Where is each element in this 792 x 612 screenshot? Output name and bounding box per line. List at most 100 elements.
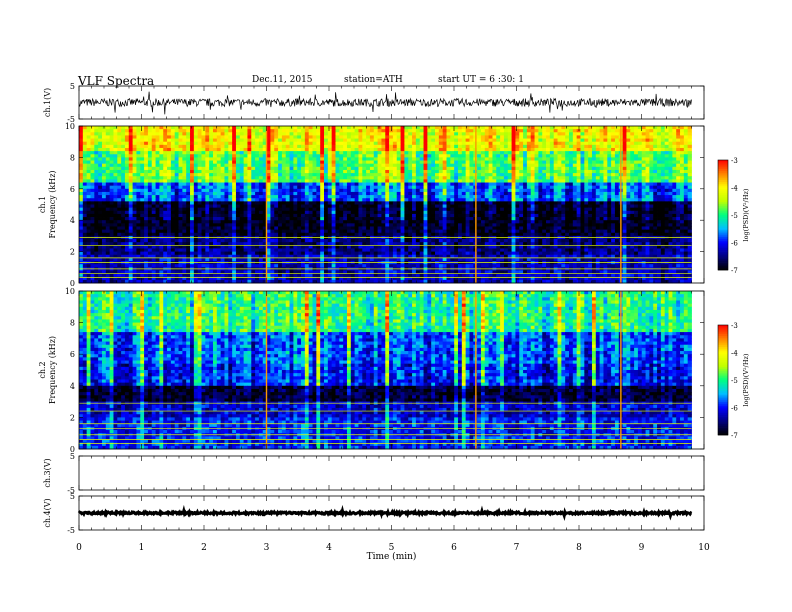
spectrogram-cell: [488, 217, 493, 221]
spectrogram-cell: [649, 151, 654, 155]
spectrogram-cell: [389, 126, 394, 130]
spectrogram-cell: [251, 141, 256, 146]
spectrogram-cell: [105, 147, 111, 152]
spectrogram-cell: [580, 154, 585, 158]
spectrogram-cell: [117, 160, 122, 165]
spectrogram-cell: [331, 126, 336, 130]
spectrogram-cell: [147, 179, 153, 183]
spectrogram-cell: [389, 129, 394, 133]
spectrogram-cell: [155, 179, 160, 183]
spectrogram-cell: [224, 176, 229, 180]
spectrogram-cell: [576, 151, 581, 155]
spectrogram-cell: [289, 210, 294, 215]
spectrogram-cell: [569, 179, 574, 183]
spectrogram-cell: [343, 179, 348, 183]
spectrogram-cell: [354, 166, 359, 171]
spectrogram-cell: [385, 154, 390, 158]
spectrogram-cell: [350, 188, 356, 193]
spectrogram-cell: [362, 126, 367, 130]
spectrogram-cell: [224, 163, 229, 168]
spectrogram-cell: [151, 217, 156, 221]
spectrogram-cell: [660, 163, 666, 168]
spectrogram-cell: [216, 204, 222, 209]
spectrogram-cell: [591, 201, 597, 205]
spectrogram-cell: [274, 201, 279, 205]
spectrogram-cell: [595, 144, 601, 149]
spectrogram-cell: [209, 182, 214, 187]
spectrogram-cell: [488, 182, 493, 187]
spectrogram-cell: [136, 144, 141, 149]
spectrogram-cell: [235, 176, 241, 180]
spectrogram-cell: [190, 204, 195, 209]
spectrogram-cell: [523, 144, 528, 149]
spectrogram-cell: [412, 147, 417, 152]
spectrogram-cell: [270, 129, 275, 133]
spectrogram-cell: [496, 195, 501, 199]
spectrogram-cell: [366, 154, 371, 158]
spectrogram-cell: [457, 201, 463, 205]
spectrogram-cell: [316, 144, 321, 149]
spectrogram-cell: [591, 191, 597, 196]
spectrogram-cell: [408, 160, 413, 165]
spectrogram-cell: [446, 198, 451, 202]
spectrogram-cell: [588, 185, 593, 190]
spectrogram-cell: [503, 173, 509, 177]
spectrogram-cell: [167, 166, 172, 171]
spectrogram-cell: [94, 129, 99, 133]
spectrogram-cell: [170, 138, 176, 143]
spectrogram-cell: [519, 182, 524, 187]
spectrogram-cell: [450, 207, 455, 212]
spectrogram-cell: [235, 169, 241, 174]
spectrogram-cell: [676, 154, 681, 158]
spectrogram-cell: [607, 173, 612, 177]
spectrogram-cell: [109, 213, 114, 218]
spectrogram-cell: [565, 176, 570, 180]
spectrogram-cell: [350, 166, 356, 171]
spectrogram-cell: [668, 188, 673, 193]
spectrogram-cell: [526, 141, 532, 146]
spectrogram-cell: [128, 129, 133, 133]
spectrogram-cell: [301, 173, 306, 177]
spectrogram-cell: [408, 147, 413, 152]
spectrogram-cell: [174, 213, 179, 218]
spectrogram-cell: [140, 126, 145, 130]
spectrogram-cell: [262, 138, 267, 143]
spectrogram-cell: [170, 129, 176, 133]
spectrogram-cell: [159, 204, 164, 209]
spectrogram-cell: [304, 147, 310, 152]
spectrogram-cell: [144, 217, 149, 221]
spectrogram-cell: [477, 207, 482, 212]
spectrogram-cell: [90, 191, 95, 196]
spectrogram-cell: [392, 176, 398, 180]
spectrogram-cell: [526, 154, 532, 158]
spectrogram-cell: [549, 141, 555, 146]
spectrogram-cell: [308, 157, 313, 161]
spectrogram-cell: [316, 217, 321, 221]
spectrogram-cell: [94, 138, 99, 143]
spectrogram-cell: [90, 188, 95, 193]
spectrogram-cell: [480, 204, 486, 209]
spectrogram-cell: [557, 163, 562, 168]
spectrogram-cell: [553, 210, 558, 215]
spectrogram-cell: [412, 151, 417, 155]
spectrogram-cell: [622, 213, 627, 218]
spectrogram-cell: [278, 151, 283, 155]
spectrogram-cell: [247, 126, 252, 130]
spectrogram-cell: [408, 204, 413, 209]
spectrogram-cell: [614, 166, 620, 171]
spectrogram-cell: [144, 147, 149, 152]
spectrogram-cell: [274, 217, 279, 221]
spectrogram-cell: [373, 182, 378, 187]
spectrogram-cell: [121, 207, 126, 212]
spectrogram-cell: [113, 173, 118, 177]
spectrogram-cell: [622, 185, 627, 190]
spectrogram-cell: [377, 138, 382, 143]
spectrogram-cell: [262, 185, 267, 190]
spectrogram-cell: [128, 176, 133, 180]
spectrogram-cell: [182, 147, 187, 152]
spectrogram-cell: [461, 213, 467, 218]
spectrogram-cell: [247, 169, 252, 174]
spectrogram-cell: [637, 169, 643, 174]
spectrogram-cell: [492, 129, 497, 133]
spectrogram-cell: [239, 188, 245, 193]
